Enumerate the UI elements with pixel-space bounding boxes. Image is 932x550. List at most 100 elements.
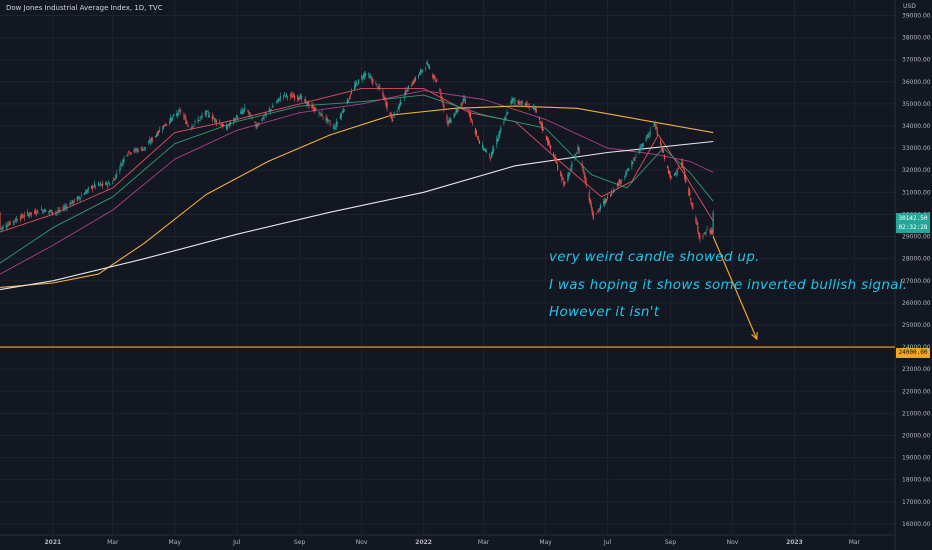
x-tick-label-7: Mar [478,539,490,546]
candle-body-331 [469,112,471,120]
candle-body-9 [12,221,14,223]
candle-body-371 [526,103,528,106]
candle-body-216 [306,101,308,104]
candle-body-336 [476,136,479,138]
candle-body-305 [433,75,435,78]
candle-body-495 [703,233,705,234]
candle-body-145 [205,110,207,116]
y-tick-label-22: 38000.00 [902,35,931,42]
candle-body-498 [706,229,708,230]
candle-body-253 [358,79,360,84]
candle-body-444 [631,160,633,167]
candle-body-134 [190,128,192,129]
candle-body-390 [554,157,556,161]
candle-body-389 [553,153,555,157]
candle-body-400 [568,172,570,177]
candle-body-159 [225,124,228,130]
candle-body-220 [312,106,314,108]
candle-body-438 [621,179,623,181]
candle-body-44 [62,207,64,209]
candle-body-348 [493,148,495,152]
candle-body-370 [525,103,527,106]
candle-body-231 [327,119,329,121]
candle-body-236 [334,127,336,129]
candle-body-209 [297,95,299,99]
candle-body-486 [690,198,692,201]
candle-body-38 [52,212,54,214]
y-tick-label-7: 23000.00 [902,366,931,373]
candle-body-274 [389,112,391,114]
x-tick-label-9: Jul [603,539,612,546]
candle-body-21 [28,214,31,216]
candle-body-132 [186,121,188,124]
candle-body-140 [198,120,200,121]
y-tick-label-3: 19000.00 [902,455,931,462]
candle-body-184 [261,118,263,122]
candle-body-485 [689,191,691,196]
candle-body-280 [397,106,399,109]
candle-body-106 [149,142,151,143]
candle-body-104 [147,143,149,145]
candle-body-29 [41,208,43,210]
candle-body-353 [500,127,502,132]
candle-body-70 [99,184,101,186]
candle-body-49 [69,202,71,206]
candle-body-478 [678,168,680,170]
candle-body-417 [591,208,593,214]
candle-body-161 [228,124,230,126]
candle-body-492 [698,231,700,237]
candle-body-41 [57,210,59,213]
candle-body-1 [0,228,2,230]
candle-body-240 [340,113,342,118]
candle-body-285 [404,90,406,94]
candle-body-424 [602,201,604,204]
candle-body-282 [399,100,401,107]
candle-body-53 [73,200,75,202]
candle-body-3 [2,226,4,229]
candle-body-302 [428,65,430,68]
candle-body-66 [92,186,95,188]
candle-body-268 [379,88,381,89]
candle-body-189 [268,109,270,112]
candle-body-266 [377,86,379,90]
candle-body-265 [376,84,378,85]
candle-body-388 [550,145,552,149]
candle-body-200 [283,93,285,95]
candle-body-190 [269,109,271,112]
candle-body-117 [165,124,167,126]
candle-body-2 [1,227,3,229]
y-tick-label-13: 29000.00 [902,234,931,241]
candle-body-46 [64,206,66,208]
candle-body-112 [157,131,160,134]
y-tick-label-15: 31000.00 [902,189,931,196]
candle-body-71 [100,183,102,185]
candle-body-173 [244,107,246,111]
candle-body-278 [393,112,395,118]
candle-body-52 [72,201,74,204]
candle-body-118 [166,124,168,126]
candle-body-499 [709,229,711,233]
candle-body-121 [171,117,173,122]
candle-body-435 [618,183,620,186]
candle-body-301 [427,63,429,65]
candle-body-125 [177,113,179,115]
candle-body-497 [705,232,707,234]
candle-body-257 [364,73,366,77]
candle-body-393 [557,165,559,170]
candle-body-465 [660,144,662,148]
candle-body-187 [264,115,266,116]
candle-body-7 [8,224,10,225]
candle-body-202 [285,93,288,96]
candle-body-147 [207,112,209,115]
forecast-arrow-head [751,332,758,341]
candle-body-241 [341,110,343,113]
candle-body-365 [518,101,520,105]
candle-body-422 [598,208,600,210]
candle-body-54 [76,197,78,201]
candle-body-158 [222,124,225,126]
candle-body-275 [390,112,392,118]
candle-body-255 [362,78,364,80]
candle-body-284 [403,96,405,98]
candle-body-472 [669,175,672,178]
